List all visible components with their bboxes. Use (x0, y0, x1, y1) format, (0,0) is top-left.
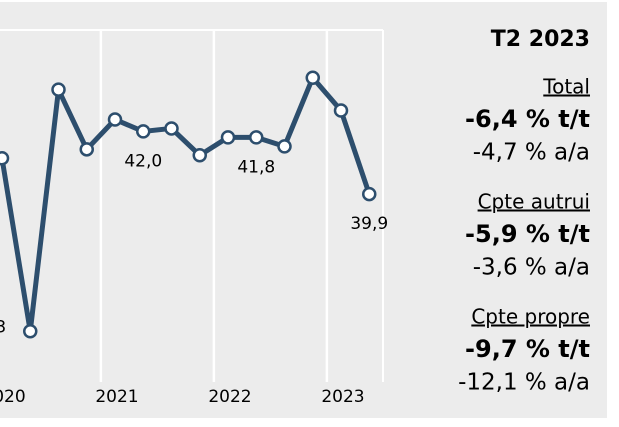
marker (0, 151, 10, 166)
marker (333, 103, 349, 118)
marker (220, 130, 236, 145)
data-label: 41,8 (237, 157, 275, 177)
marker (192, 148, 207, 163)
panel-qoq: -9,7 % t/t (465, 335, 590, 363)
marker (277, 139, 292, 154)
marker (23, 324, 38, 339)
x-tick-label: 2021 (95, 387, 138, 407)
panel-yoy: -4,7 % a/a (473, 140, 590, 166)
panel-qoq: -5,9 % t/t (465, 220, 590, 248)
marker (249, 130, 264, 145)
panel-label: Cpte autrui (478, 190, 590, 214)
data-label: 35,3 (0, 317, 6, 337)
panel-title: T2 2023 (491, 27, 590, 52)
panel-yoy: -12,1 % a/a (458, 370, 590, 396)
x-tick-label: 2022 (208, 387, 251, 407)
marker (362, 186, 377, 202)
line (0, 75, 372, 334)
marker (107, 112, 123, 127)
panel-yoy: -3,6 % a/a (473, 255, 590, 281)
panel-label: Total (542, 75, 590, 99)
panel-label: Cpte propre (471, 305, 590, 329)
panel-qoq: -6,4 % t/t (465, 105, 590, 133)
marker (51, 82, 66, 97)
marker (164, 121, 179, 136)
x-tick-label: 2023 (321, 387, 364, 407)
data-label: 42,0 (124, 151, 162, 171)
data-label: 39,9 (350, 214, 388, 234)
marker (79, 142, 94, 157)
marker (136, 124, 151, 139)
marker (305, 70, 320, 85)
